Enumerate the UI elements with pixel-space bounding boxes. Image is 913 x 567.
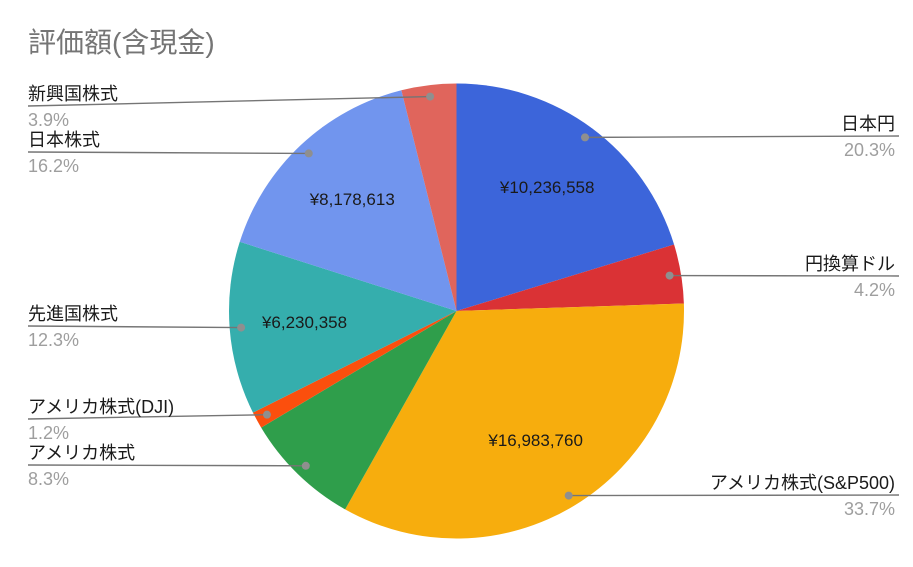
callout-dot-5 [237,323,246,332]
callout-america-kabushiki: アメリカ株式 8.3% [28,443,135,489]
leader-line-6 [27,151,309,155]
chart-title: 評価額(含現金) [28,27,215,58]
leader-line-5 [27,325,242,329]
slice-label: アメリカ株式 [28,443,136,463]
slice-label: 日本円 [841,114,895,134]
slice-percent: 4.2% [853,280,895,300]
slice-label: アメリカ株式(DJI) [28,397,175,417]
callout-enkansan-doru: 円換算ドル 4.2% [805,254,895,300]
callout-sp500: アメリカ株式(S&P500) 33.7% [710,473,895,519]
callout-dot-7 [426,92,435,101]
slice-value-senshinkoku: ¥6,230,358 [261,312,348,332]
leader-line-3 [27,464,306,467]
pie-slice-0[interactable] [456,83,675,312]
leader-line-0 [584,135,900,139]
slice-label: アメリカ株式(S&P500) [709,473,895,493]
callout-dot-0 [580,133,589,142]
callout-america-dji: アメリカ株式(DJI) 1.2% [28,397,174,443]
callout-dot-6 [304,149,313,158]
slice-value-nihon-kabushiki: ¥8,178,613 [309,189,395,209]
leader-line-7 [27,95,431,107]
slice-label: 円換算ドル [805,254,895,274]
callout-dot-4 [262,410,271,419]
leader-line-4 [27,413,268,420]
slice-label: 先進国株式 [28,304,118,324]
slice-percent: 3.9% [28,110,70,130]
slice-label: 日本株式 [28,130,100,150]
callout-dot-3 [301,461,310,470]
callout-nihon-en: 日本円 20.3% [841,114,895,160]
slice-label: 新興国株式 [28,84,118,104]
callout-nihon-kabushiki: 日本株式 16.2% [28,130,100,176]
callout-dot-2 [564,491,573,500]
callout-shinkoukoku: 新興国株式 3.9% [28,84,118,130]
slice-percent: 8.3% [28,469,70,489]
slice-percent: 20.3% [843,140,895,160]
slice-percent: 1.2% [28,423,70,443]
leader-line-2 [568,494,900,497]
slice-percent: 12.3% [28,330,80,350]
callout-senshinkoku: 先進国株式 12.3% [28,304,118,350]
pie-slice-7[interactable] [401,83,457,312]
pie-slice-1[interactable] [456,244,684,311]
pie-slice-5[interactable] [229,241,457,413]
pie-slice-6[interactable] [239,90,457,312]
slice-value-nihon-en: ¥10,236,558 [499,178,595,198]
slice-percent: 33.7% [843,499,895,519]
pie-slice-3[interactable] [261,311,457,510]
pie-slice-4[interactable] [252,311,457,428]
slice-value-sp500: ¥16,983,760 [488,431,583,451]
callout-dot-1 [665,271,674,280]
pie-slice-2[interactable] [345,303,684,539]
slice-percent: 16.2% [28,156,80,176]
